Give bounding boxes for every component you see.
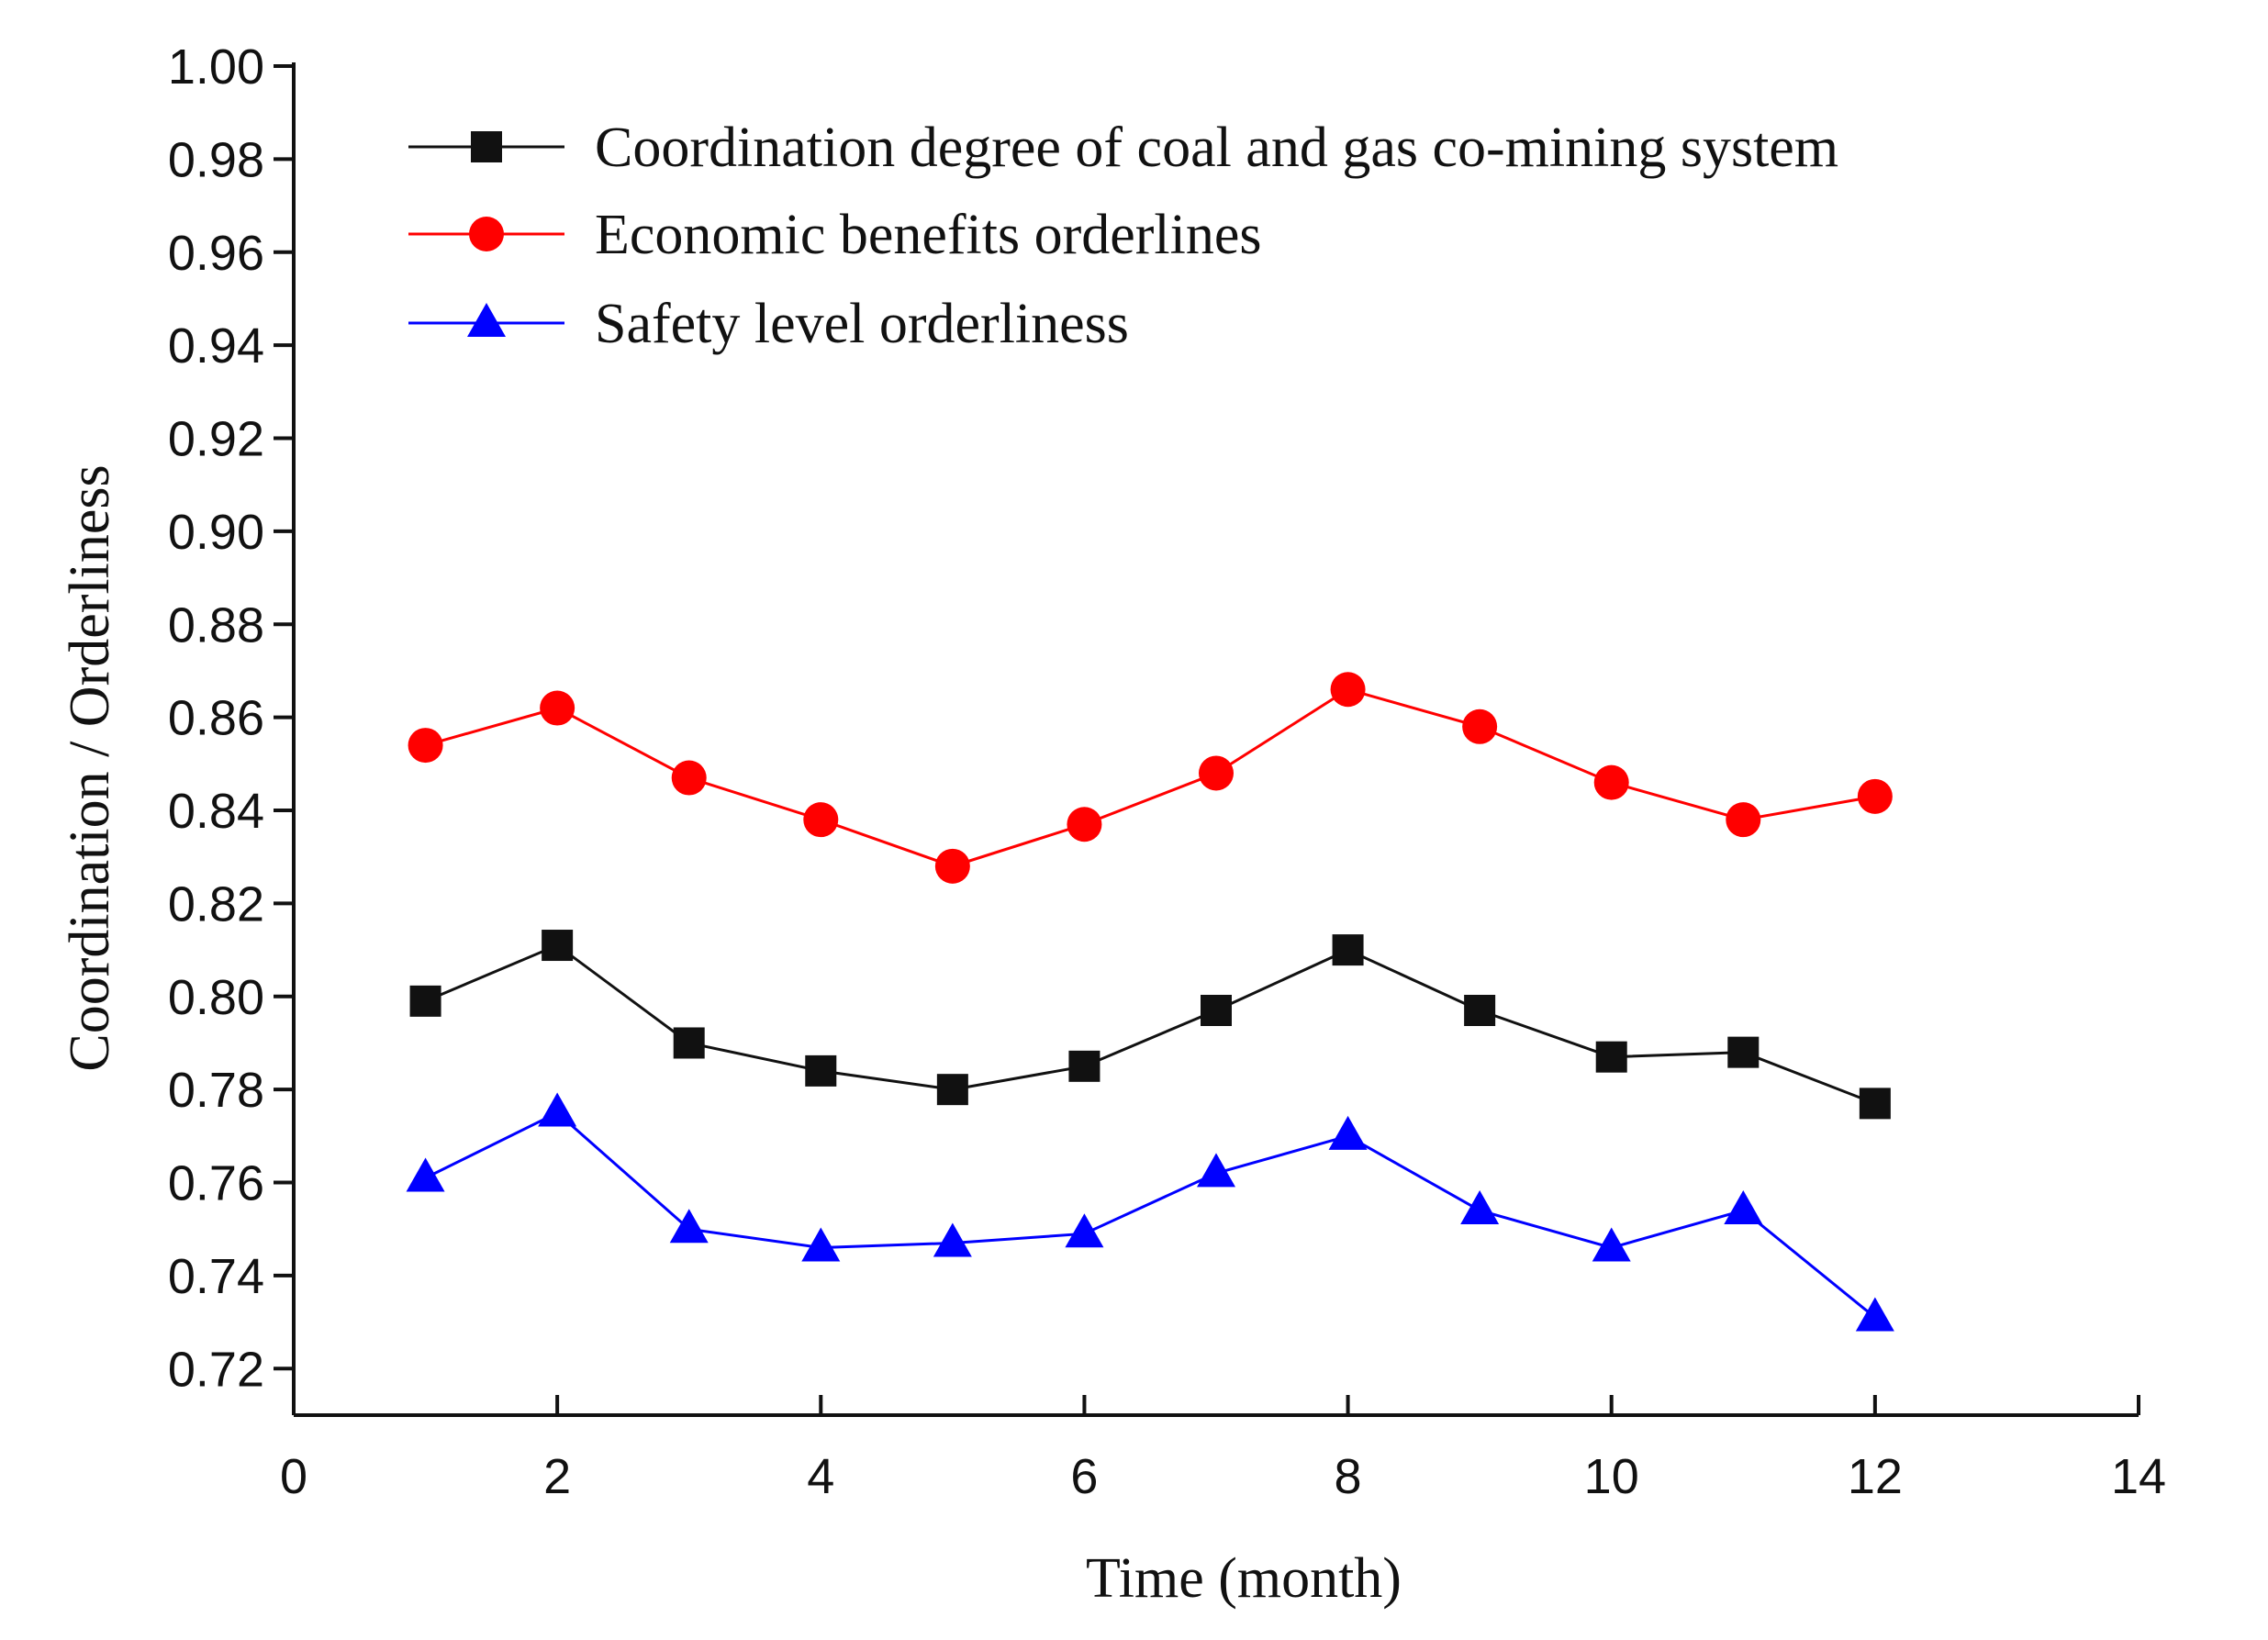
data-point [409,985,441,1017]
x-axis-title: Time (month) [1086,1547,1402,1610]
data-point [673,1027,705,1059]
data-point [1592,1227,1631,1262]
axes [292,62,2139,1417]
y-tick-label: 0.78 [168,1063,264,1118]
legend-item: Safety level orderliness [408,293,1129,355]
data-point [1328,1115,1368,1150]
y-axis-title: Coordination / Orderliness [59,464,121,1071]
y-tick-label: 0.72 [168,1342,264,1397]
legend-marker [467,303,506,337]
y-tick-label: 0.94 [168,318,264,374]
data-point [1726,802,1761,838]
data-point [936,1074,968,1106]
data-point [1201,995,1232,1026]
data-point [538,1092,577,1127]
data-point [1859,1088,1891,1120]
series-triangle [406,1092,1894,1332]
data-point [1067,807,1102,842]
data-point [1199,755,1234,791]
legend: Coordination degree of coal and gas co-m… [408,117,1838,355]
x-tick-label: 0 [280,1449,307,1504]
legend-marker [469,217,504,251]
data-point [1460,1189,1500,1224]
x-tick-label: 10 [1584,1449,1639,1504]
data-point [1595,1041,1627,1073]
data-point [1857,778,1893,814]
x-tick-label: 12 [1848,1449,1903,1504]
data-point [803,802,839,838]
data-point [671,760,707,796]
data-point [1464,995,1496,1026]
data-point [933,1222,972,1257]
y-tick-label: 0.82 [168,876,264,932]
series-layer [406,672,1894,1332]
data-point [669,1209,709,1244]
legend-label: Safety level orderliness [595,293,1129,355]
data-point [1065,1213,1104,1248]
x-tick-label: 8 [1335,1449,1362,1504]
data-point [1330,672,1366,708]
data-point [408,728,443,764]
y-tick-label: 0.86 [168,691,264,746]
data-point [1855,1297,1894,1332]
data-point [805,1054,837,1087]
data-point [1727,1036,1760,1068]
data-point [934,848,970,884]
y-tick-label: 1.00 [168,39,264,95]
series-circle [408,672,1893,884]
data-point [1197,1153,1235,1188]
data-point [1068,1050,1100,1082]
data-point [542,930,574,962]
legend-marker [471,131,502,162]
y-tick-label: 0.96 [168,226,264,281]
y-tick-label: 0.90 [168,505,264,560]
data-point [540,690,575,726]
data-point [1332,934,1364,966]
data-point [1462,708,1498,744]
series-line [425,687,1876,868]
legend-label: Coordination degree of coal and gas co-m… [595,117,1838,179]
data-point [1593,764,1629,800]
series-line [424,1110,1876,1319]
series-square [409,930,1891,1120]
ticks: 0.72 0.74 0.76 0.78 0.80 0.82 0.84 0.86 0.88 0.90… [168,39,2166,1504]
legend-item: Economic benefits orderlines [408,204,1262,266]
legend-label: Economic benefits orderlines [595,204,1262,266]
data-point [406,1157,445,1192]
y-tick-label: 0.88 [168,597,264,653]
x-tick-label: 4 [807,1449,834,1504]
y-tick-label: 0.98 [168,132,264,187]
y-tick-label: 0.76 [168,1156,264,1211]
data-point [801,1227,841,1262]
y-tick-label: 0.84 [168,784,264,839]
data-point [1724,1189,1763,1224]
y-tick-label: 0.74 [168,1249,264,1304]
x-tick-label: 6 [1070,1449,1098,1504]
series-line [424,943,1876,1105]
legend-item: Coordination degree of coal and gas co-m… [408,117,1838,179]
y-tick-label: 0.92 [168,412,264,467]
x-tick-label: 2 [543,1449,571,1504]
y-tick-label: 0.80 [168,970,264,1025]
x-tick-label: 14 [2111,1449,2166,1504]
